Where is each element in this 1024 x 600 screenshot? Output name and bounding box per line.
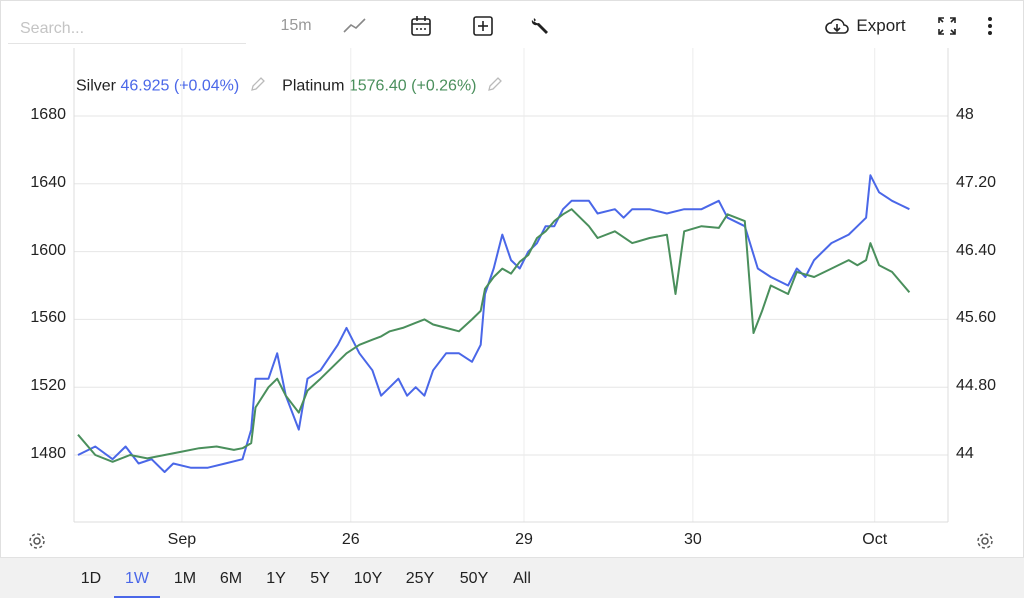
calendar-icon (411, 16, 431, 36)
chart-legend: Silver 46.925 (+0.04%) Platinum 1576.40 … (76, 76, 515, 97)
range-button-25y[interactable]: 25Y (405, 570, 435, 587)
x-tick-label: 26 (341, 531, 360, 548)
cloud-download-icon (825, 18, 850, 34)
search-input[interactable] (8, 14, 246, 44)
fullscreen-icon (938, 17, 956, 35)
range-button-all[interactable]: All (513, 570, 531, 587)
range-selector: 1D 1W 1M 6M 1Y 5Y 10Y 25Y 50Y All (0, 557, 1024, 598)
y-tick-right: 44 (956, 445, 974, 462)
range-button-1m[interactable]: 1M (173, 570, 197, 587)
price-chart[interactable] (0, 0, 1024, 557)
range-button-1y[interactable]: 1Y (266, 570, 286, 587)
y-tick-right: 48 (956, 106, 974, 123)
y-tick-right: 45.60 (956, 309, 997, 327)
legend-name-silver: Silver (76, 77, 117, 95)
y-tick-left: 1640 (30, 173, 66, 191)
export-label: Export (856, 16, 906, 35)
more-vertical-icon (988, 17, 992, 35)
interval-button[interactable]: 15m (280, 17, 312, 34)
x-tick-label: Oct (862, 531, 888, 548)
range-button-1d[interactable]: 1D (80, 570, 102, 587)
fullscreen-button[interactable] (932, 12, 962, 40)
date-range-button[interactable] (406, 12, 436, 40)
range-button-5y[interactable]: 5Y (310, 570, 330, 587)
right-axis-settings-button[interactable] (974, 530, 996, 552)
y-tick-left: 1480 (30, 445, 66, 462)
pencil-icon (250, 77, 265, 91)
y-tick-left: 1600 (30, 241, 66, 259)
range-button-10y[interactable]: 10Y (353, 570, 383, 587)
x-tick-label: 29 (515, 531, 533, 548)
y-tick-right: 46.40 (956, 241, 997, 259)
chart-type-button[interactable] (340, 12, 370, 40)
line-chart-icon (343, 18, 366, 33)
edit-series-platinum-button[interactable] (487, 76, 503, 97)
plus-box-icon (473, 16, 493, 36)
y-tick-left: 1680 (30, 106, 66, 123)
y-tick-left: 1520 (30, 377, 66, 395)
export-button[interactable]: Export (818, 12, 912, 40)
legend-change-platinum: (+0.26%) (411, 77, 477, 95)
legend-value-platinum: 1576.40 (348, 77, 407, 95)
y-tick-right: 44.80 (956, 377, 997, 395)
wrench-icon (531, 18, 548, 34)
legend-value-silver: 46.925 (120, 77, 170, 95)
y-tick-left: 1560 (30, 309, 66, 327)
series-line-silver (77, 174, 910, 473)
more-options-button[interactable] (976, 12, 1004, 40)
range-button-1w[interactable]: 1W (114, 558, 160, 598)
add-comparison-button[interactable] (468, 12, 498, 40)
tools-button[interactable] (526, 12, 556, 40)
x-tick-label: 30 (683, 531, 702, 548)
toolbar: 15m Export (0, 0, 1024, 50)
y-tick-right: 47.20 (956, 173, 997, 191)
left-axis-settings-button[interactable] (26, 530, 48, 552)
gear-icon (29, 533, 45, 549)
pencil-icon (488, 77, 502, 91)
legend-name-platinum: Platinum (282, 77, 345, 95)
range-button-6m[interactable]: 6M (219, 570, 243, 587)
gear-icon (977, 533, 993, 549)
series-line-platinum (77, 208, 911, 463)
legend-change-silver: (+0.04%) (173, 77, 240, 95)
x-tick-label: Sep (167, 531, 197, 548)
range-button-50y[interactable]: 50Y (459, 570, 489, 587)
edit-series-silver-button[interactable] (250, 76, 266, 97)
